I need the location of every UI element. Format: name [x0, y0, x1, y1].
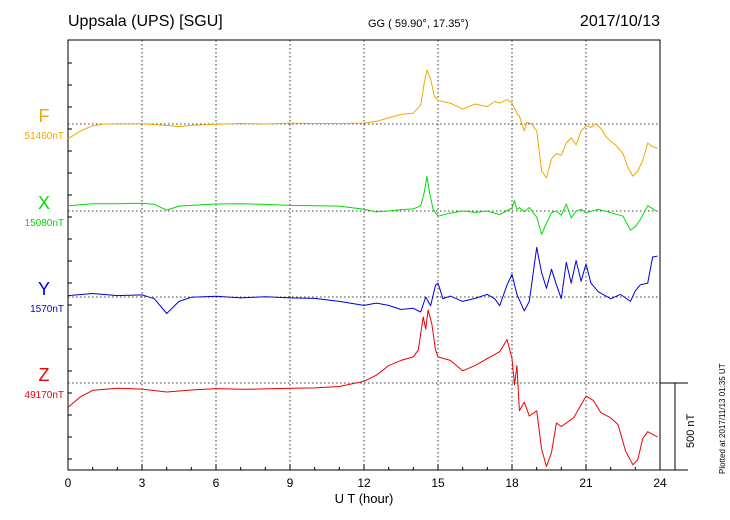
- series-lines: [67, 69, 658, 467]
- series-name-Z: Z: [39, 365, 50, 385]
- x-tick-label-9: 9: [287, 476, 294, 490]
- scale-bar-label: 500 nT: [685, 413, 697, 448]
- x-tick-label-18: 18: [505, 476, 519, 490]
- series-name-F: F: [39, 106, 50, 126]
- series-line-Y: [67, 246, 658, 314]
- x-tick-label-12: 12: [357, 476, 371, 490]
- plotted-timestamp: Plotted at 2017/11/13 01:35 UT: [718, 363, 727, 474]
- series-baseline-Z: 49170nT: [25, 390, 64, 401]
- coordinates-label: GG ( 59.90°, 17.35°): [368, 18, 469, 30]
- series-line-Z: [67, 309, 658, 467]
- station-title: Uppsala (UPS) [SGU]: [68, 13, 223, 30]
- series-baseline-F: 51460nT: [25, 131, 64, 142]
- series-labels: F 51460nT X 15080nT Y 1570nT Z 49170nT: [25, 106, 64, 401]
- series-line-X: [67, 175, 658, 235]
- series-name-X: X: [38, 193, 50, 213]
- x-tick-label-21: 21: [579, 476, 593, 490]
- x-tick-label-3: 3: [139, 476, 146, 490]
- scale-bar: 500 nT: [660, 382, 697, 471]
- x-tick-label-0: 0: [65, 476, 72, 490]
- x-ticks: [67, 62, 661, 470]
- x-tick-label-24: 24: [653, 476, 667, 490]
- series-baseline-Y: 1570nT: [30, 304, 64, 315]
- x-axis-label: U T (hour): [335, 491, 394, 506]
- date-label: 2017/10/13: [580, 13, 660, 30]
- x-tick-label-6: 6: [213, 476, 220, 490]
- series-baseline-X: 15080nT: [25, 218, 64, 229]
- series-name-Y: Y: [38, 279, 50, 299]
- x-tick-label-15: 15: [431, 476, 445, 490]
- x-tick-labels: 0 3 6 9 12 15 18 21 24: [65, 476, 667, 490]
- series-line-F: [67, 69, 658, 179]
